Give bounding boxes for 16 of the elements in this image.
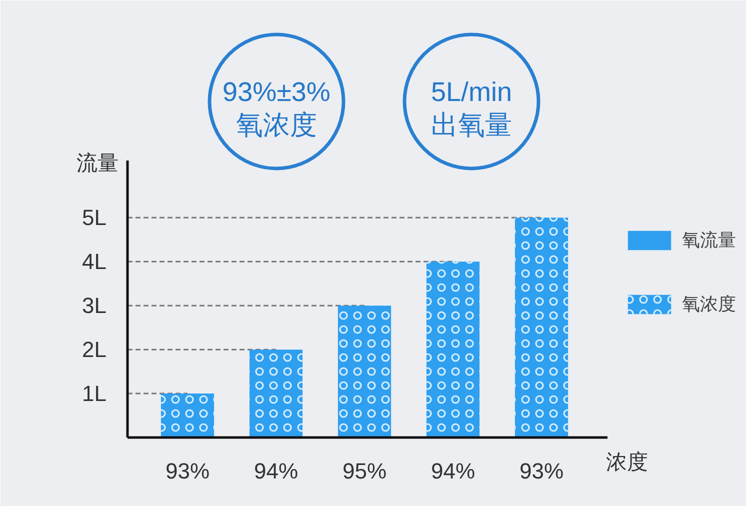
legend-label: 氧流量 bbox=[682, 229, 736, 252]
text: 93%±3% 氧浓度 bbox=[222, 77, 330, 140]
text: 5L/min 出氧量 bbox=[430, 77, 512, 140]
y-tick-label: 3L bbox=[82, 293, 107, 318]
y-tick-label: 2L bbox=[82, 337, 107, 362]
y-axis-title: 流量 bbox=[76, 152, 118, 175]
x-tick-label: 95% bbox=[342, 458, 387, 484]
y-tick-label: 4L bbox=[82, 249, 107, 274]
x-tick-label: 94% bbox=[430, 458, 476, 484]
legend-label: 氧浓度 bbox=[682, 293, 736, 316]
y-tick-label: 1L bbox=[82, 381, 107, 406]
x-tick-label: 94% bbox=[254, 458, 298, 484]
y-tick-label: 5L bbox=[82, 205, 107, 230]
x-tick-label: 93% bbox=[519, 458, 564, 484]
x-axis-title: 浓度 bbox=[606, 451, 648, 474]
x-tick-label: 93% bbox=[165, 458, 210, 484]
